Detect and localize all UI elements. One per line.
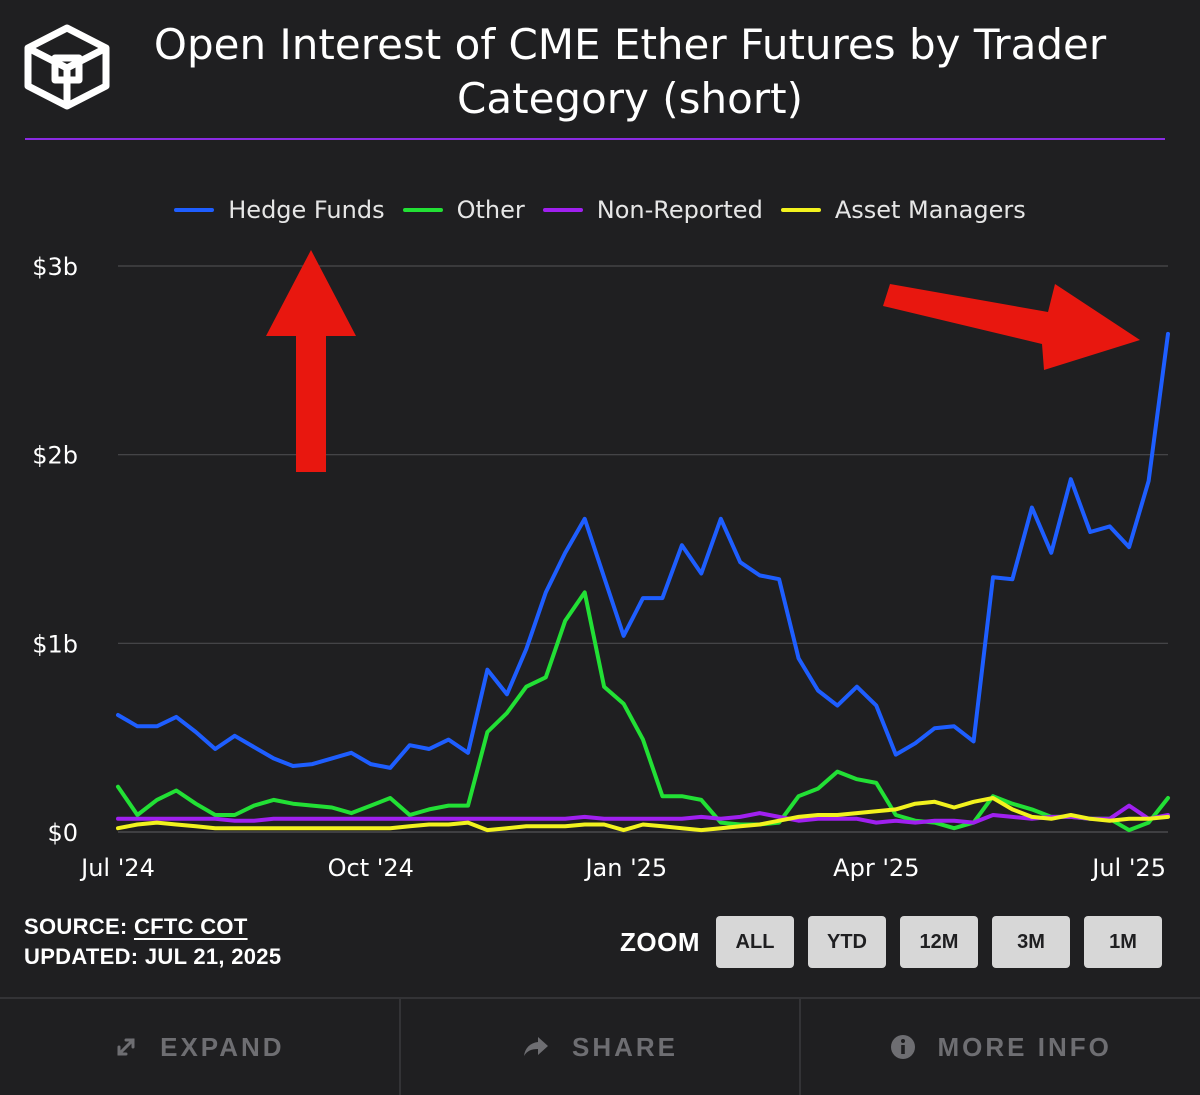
series-line-other [116,590,1170,833]
zoom-all-button[interactable]: ALL [716,916,794,968]
series-line-hedge-funds [116,331,1170,770]
legend-label: Other [456,196,525,224]
x-tick-label: Apr '25 [833,854,919,882]
chart-title: Open Interest of CME Ether Futures by Tr… [153,20,1107,123]
zoom-12m-button[interactable]: 12M [900,916,978,968]
x-tick-label: Jan '25 [583,854,667,882]
source-line: SOURCE: CFTC COT [24,912,281,942]
zoom-ytd-button[interactable]: YTD [808,916,886,968]
line-chart: $0 $1b $2b $3b Jul '24 Oct '24 Jan '25 Apr '25 J… [32,250,1170,882]
more-info-label: MORE INFO [937,1031,1112,1062]
red-up-arrow [266,250,356,472]
y-tick-label: $3b [32,253,78,281]
source-info: SOURCE: CFTC COT UPDATED: JUL 21, 2025 [24,912,281,972]
y-tick-label: $0 [47,819,78,847]
zoom-controls: ZOOM ALL YTD 12M 3M 1M [620,915,1176,969]
action-bar: EXPAND SHARE MORE INFO [0,997,1200,1095]
source-prefix: SOURCE: [24,914,134,939]
chart-legend: Hedge Funds Other Non-Reported Asset Man… [0,190,1200,230]
share-button[interactable]: SHARE [398,999,800,1095]
zoom-3m-button[interactable]: 3M [992,916,1070,968]
legend-item-asset-managers[interactable]: Asset Managers [777,196,1030,224]
x-tick-label: Jul '24 [79,854,155,882]
share-label: SHARE [572,1031,679,1062]
red-right-arrow [883,284,1140,370]
title-divider [25,138,1165,140]
y-tick-label: $2b [32,442,78,470]
more-info-button[interactable]: MORE INFO [799,999,1200,1095]
expand-arrows-icon [114,1035,138,1059]
series-line-asset-managers [116,796,1170,833]
legend-item-other[interactable]: Other [399,196,529,224]
legend-swatch-asset-managers [780,208,821,212]
series-line-non-reported [116,803,1170,825]
source-link[interactable]: CFTC COT [133,914,248,939]
zoom-1m-button[interactable]: 1M [1084,916,1162,968]
x-tick-label: Jul '25 [1090,854,1166,882]
legend-item-hedge-funds[interactable]: Hedge Funds [170,196,388,224]
legend-item-non-reported[interactable]: Non-Reported [539,196,767,224]
zoom-label: ZOOM [620,926,700,957]
legend-label: Non-Reported [596,196,763,224]
share-arrow-icon [522,1035,550,1059]
expand-button[interactable]: EXPAND [0,999,399,1095]
expand-label: EXPAND [160,1031,285,1062]
updated-date: UPDATED: JUL 21, 2025 [24,944,282,969]
x-tick-label: Oct '24 [328,854,414,882]
chart-header: Open Interest of CME Ether Futures by Tr… [0,0,1200,140]
legend-label: Hedge Funds [228,196,385,224]
legend-swatch-non-reported [542,208,583,212]
legend-swatch-other [402,208,443,212]
info-circle-icon [890,1034,916,1060]
y-tick-label: $1b [32,630,78,658]
block-cube-logo-icon [24,24,110,110]
legend-swatch-hedge-funds [174,208,215,212]
legend-label: Asset Managers [834,196,1026,224]
